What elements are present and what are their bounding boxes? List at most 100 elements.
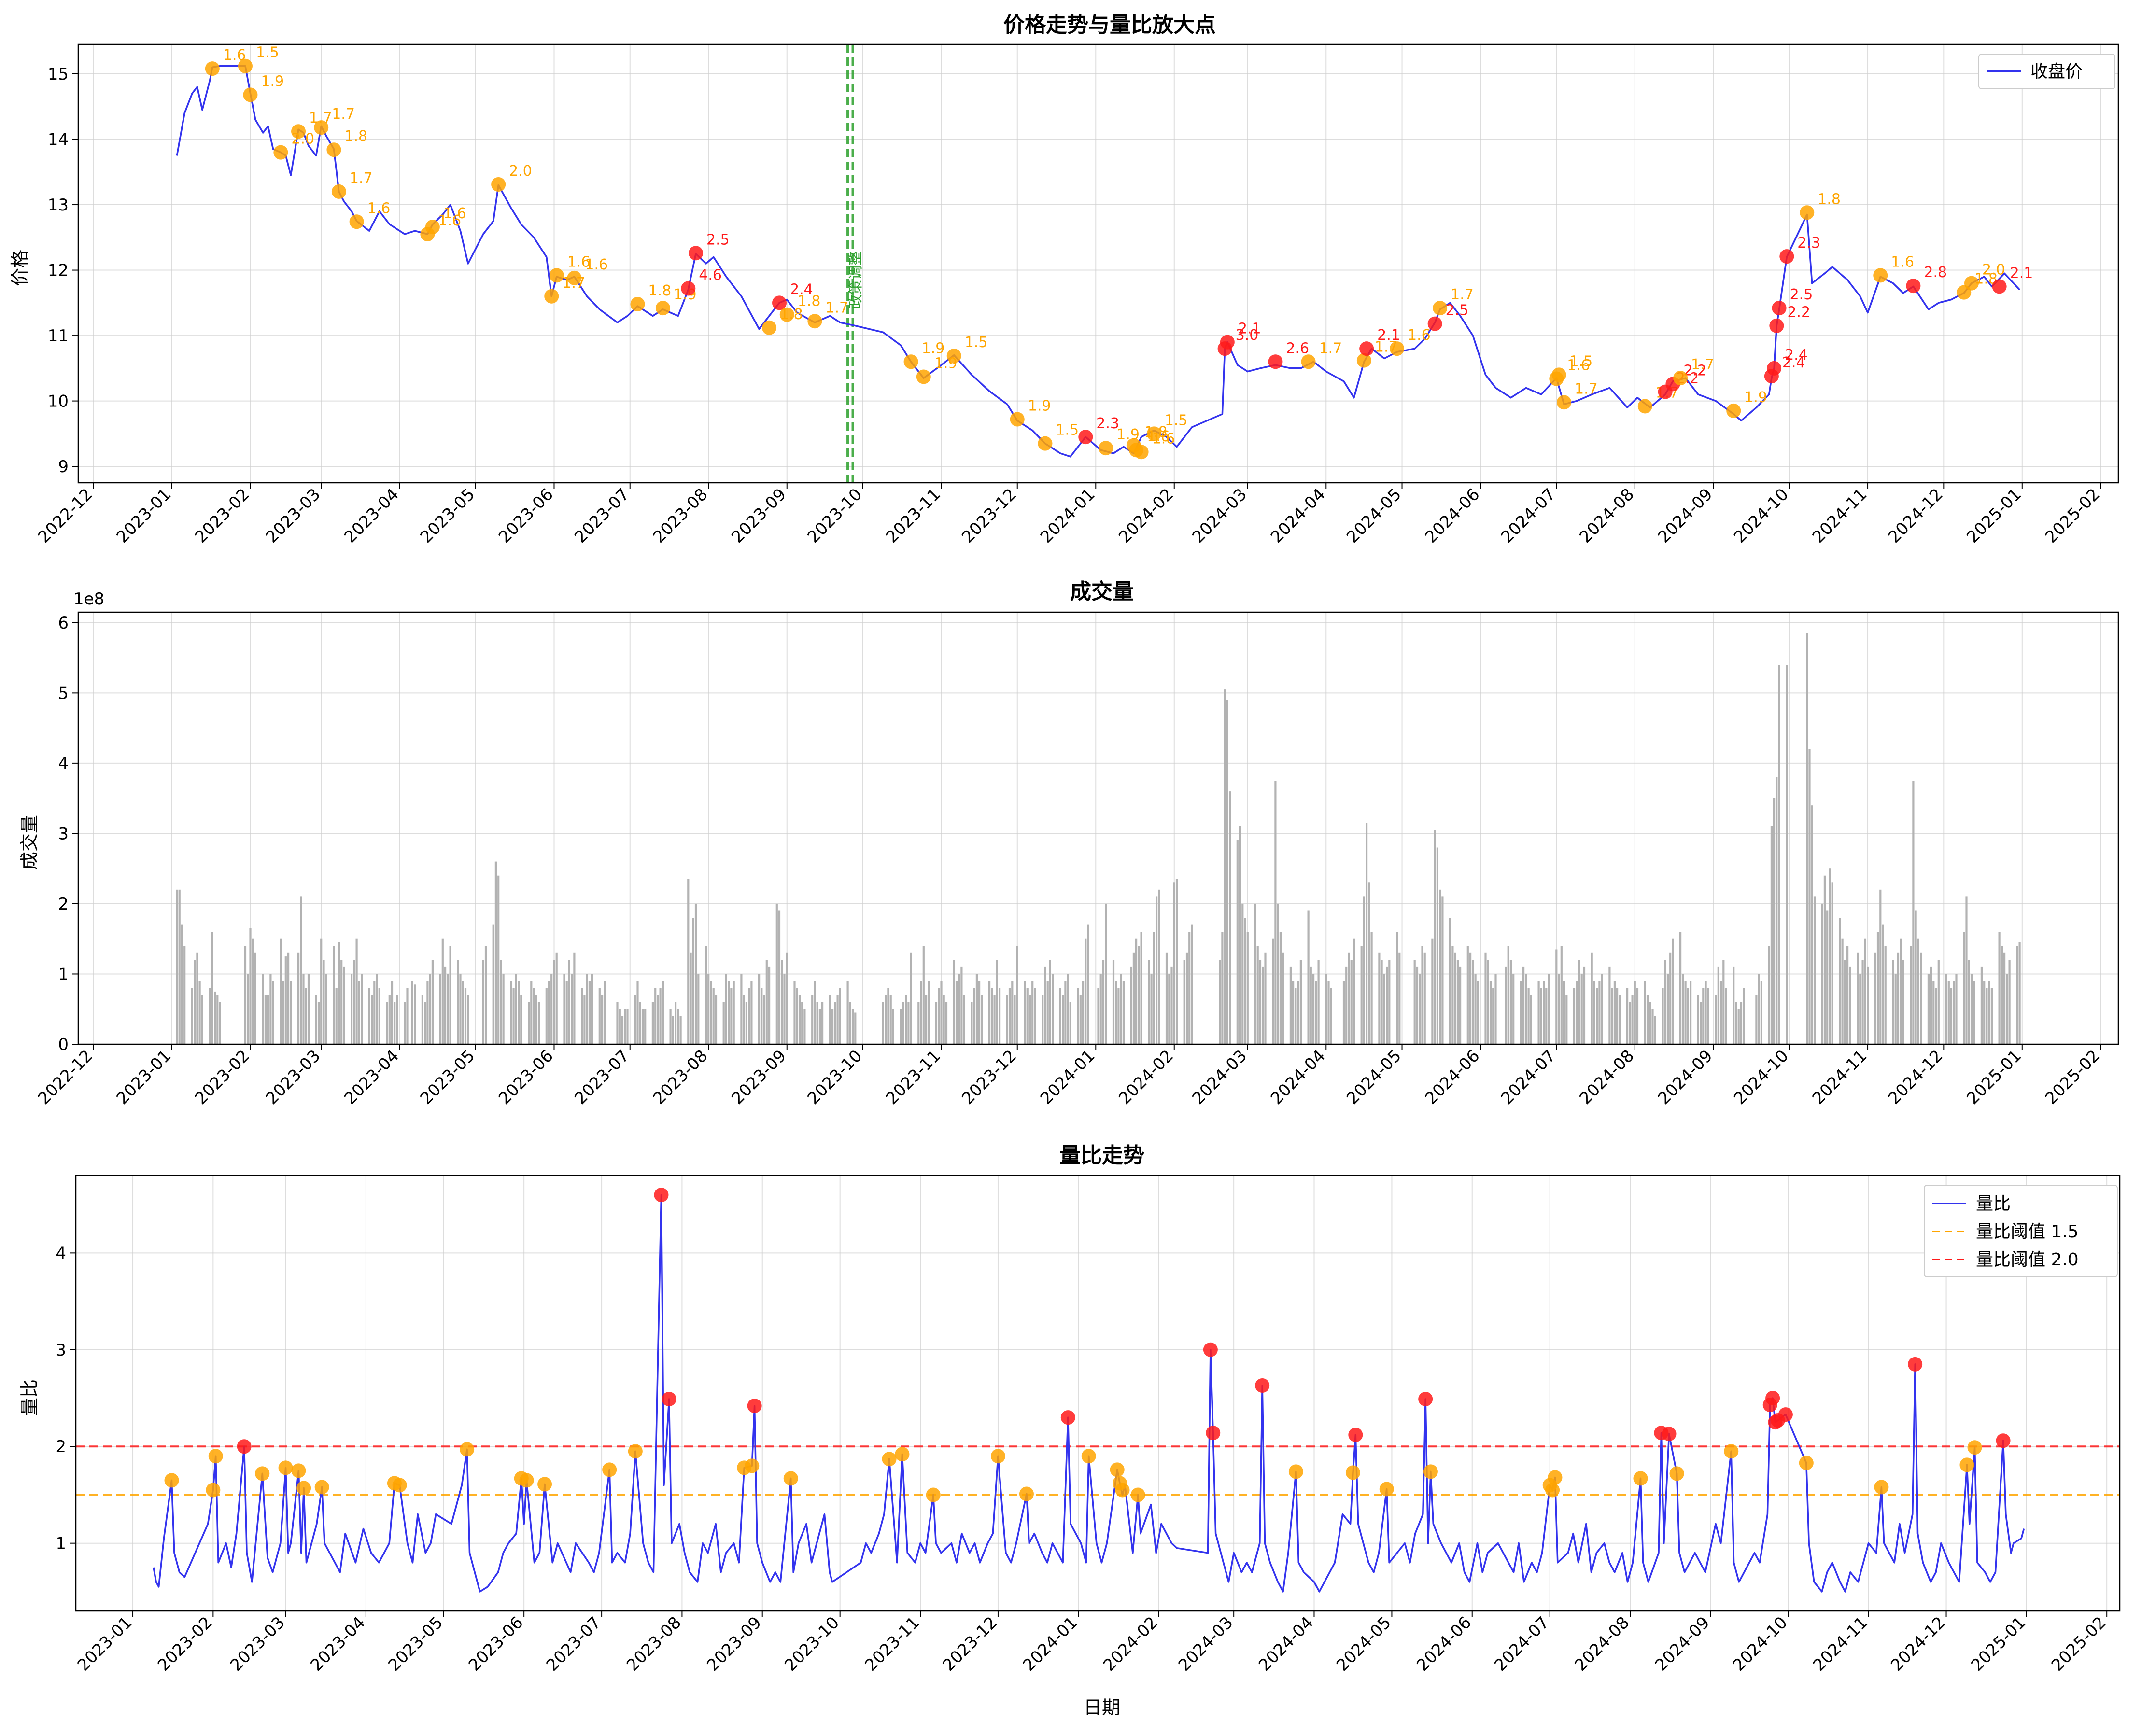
volume-bar <box>1345 966 1348 1044</box>
volume-bar <box>1307 910 1310 1044</box>
volume-bar <box>1024 981 1026 1044</box>
volume-bar <box>839 988 841 1044</box>
volume-spike-point <box>326 142 341 157</box>
volume-bar <box>728 981 730 1044</box>
volume-bar <box>971 1002 973 1044</box>
volume-bar <box>1416 966 1419 1044</box>
ratio-spike-point <box>460 1442 475 1457</box>
volume-bar <box>376 974 378 1044</box>
volume-spike-point <box>681 281 696 296</box>
volume-bar <box>1932 981 1935 1044</box>
volume-bar <box>1576 981 1578 1044</box>
volume-spike-label: 2.5 <box>1446 302 1469 319</box>
volume-bar <box>528 1002 530 1044</box>
volume-bar <box>1917 938 1919 1044</box>
volume-spike-label: 2.3 <box>1797 235 1820 252</box>
volume-spike-label: 2.1 <box>1377 327 1400 344</box>
volume-bar <box>1737 1009 1740 1044</box>
volume-bar <box>765 960 768 1044</box>
volume-bar <box>1117 988 1120 1044</box>
volume-bar <box>1327 981 1330 1044</box>
volume-bar <box>621 1016 624 1044</box>
volume-spike-label: 1.7 <box>1319 340 1342 357</box>
volume-spike-point <box>903 354 918 369</box>
volume-bar <box>1945 974 1947 1044</box>
volume-bar <box>1014 995 1016 1044</box>
volume-bar <box>1272 938 1274 1044</box>
volume-bar <box>854 1012 857 1044</box>
ratio-spike-point <box>783 1471 798 1486</box>
volume-spike-point <box>243 87 258 102</box>
ratio-spike-point <box>1348 1428 1363 1442</box>
volume-bar <box>1563 981 1565 1044</box>
ratio-spike-point <box>1345 1465 1360 1480</box>
volume-spike-label: 1.8 <box>1818 191 1841 208</box>
volume-bar <box>441 938 444 1044</box>
volume-bar <box>803 1009 806 1044</box>
volume-bar <box>973 988 975 1044</box>
volume-bar <box>1031 981 1034 1044</box>
volume-spike-point <box>1099 441 1113 456</box>
volume-bar <box>1629 1002 1631 1044</box>
volume-bar <box>1474 974 1477 1044</box>
volume-bar <box>1254 903 1256 1044</box>
volume-bar <box>586 974 588 1044</box>
volume-bar <box>1239 826 1241 1044</box>
volume-bar <box>563 974 565 1044</box>
volume-bar <box>388 995 391 1044</box>
volume-bar <box>1808 749 1811 1044</box>
volume-bar <box>1654 1016 1656 1044</box>
volume-bar <box>394 1002 396 1044</box>
volume-bar <box>902 1002 904 1044</box>
volume-spike-point <box>1992 279 2007 294</box>
volume-spike-point <box>1767 361 1782 376</box>
volume-bar <box>1132 952 1135 1044</box>
volume-bar <box>1224 689 1226 1044</box>
volume-bar <box>1773 798 1776 1044</box>
volume-bar <box>459 974 462 1044</box>
volume-bar <box>1900 938 1902 1044</box>
volume-bar <box>484 946 487 1044</box>
volume-bar <box>798 995 801 1044</box>
volume-bar <box>1274 781 1277 1044</box>
volume-bar <box>581 988 583 1044</box>
volume-bar <box>1423 952 1426 1044</box>
volume-bar <box>1456 960 1459 1044</box>
volume-spike-label: 1.7 <box>1451 286 1474 303</box>
volume-bar <box>943 995 945 1044</box>
volume-bar <box>783 974 786 1044</box>
volume-bar <box>1087 924 1089 1044</box>
volume-bar <box>1256 946 1259 1044</box>
volume-spike-label: 2.5 <box>1790 286 1813 303</box>
volume-bar <box>269 974 272 1044</box>
volume-bar <box>317 1002 320 1044</box>
volume-bar <box>1998 932 2001 1044</box>
volume-bar <box>429 974 431 1044</box>
volume-bar <box>1368 882 1370 1044</box>
ratio-spike-point <box>1799 1456 1814 1470</box>
volume-bar <box>1348 952 1350 1044</box>
volume-bar <box>1016 946 1018 1044</box>
volume-bar <box>550 974 553 1044</box>
volume-bar <box>1879 889 1882 1044</box>
ratio-spike-point <box>1908 1357 1923 1372</box>
volume-bar <box>1846 946 1849 1044</box>
volume-bar <box>510 981 512 1044</box>
volume-bar <box>1776 777 1778 1044</box>
volume-bar <box>191 988 193 1044</box>
volume-spike-point <box>1146 426 1161 441</box>
volume-bar <box>1947 981 1950 1044</box>
volume-bar <box>1353 938 1355 1044</box>
volume-bar <box>1158 889 1160 1044</box>
volume-bar <box>1112 960 1115 1044</box>
volume-bar <box>320 938 323 1044</box>
volume-plot-frame <box>77 611 2119 1045</box>
volume-spike-label: 3.0 <box>1236 327 1259 344</box>
volume-bar <box>1363 896 1365 1044</box>
volume-bar <box>657 995 659 1044</box>
volume-bar <box>705 946 707 1044</box>
volume-bar <box>975 974 978 1044</box>
ratio-legend: 量比 量比阈值 1.5 量比阈值 2.0 <box>1924 1185 2118 1277</box>
volume-bar <box>626 1009 629 1044</box>
volume-bar <box>811 995 814 1044</box>
